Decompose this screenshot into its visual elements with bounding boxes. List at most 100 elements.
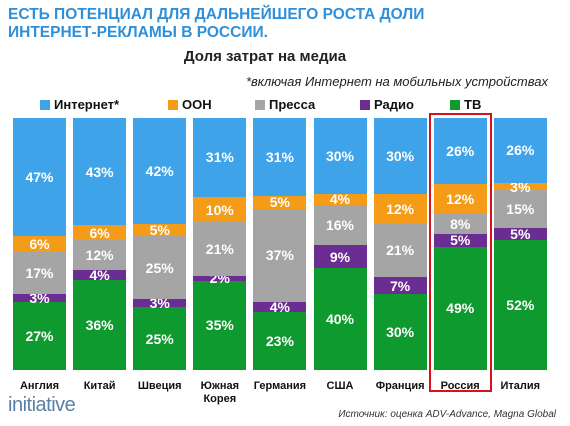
bar-segment	[13, 251, 66, 295]
data-label: 5%	[269, 194, 290, 211]
bar-segment	[133, 223, 187, 237]
legend-swatch	[450, 100, 460, 110]
legend-label: Интернет*	[54, 97, 120, 112]
bar-segment	[133, 307, 187, 370]
data-label: 36%	[85, 317, 114, 334]
data-label: 10%	[205, 201, 234, 218]
data-label: 47%	[25, 169, 54, 186]
data-label: 7%	[389, 277, 411, 294]
bar-segment	[253, 196, 307, 209]
x-tick-label: Южная Корея	[200, 380, 240, 405]
data-label: 5%	[510, 226, 531, 243]
chart-title: ЕСТЬ ПОТЕНЦИАЛ ДЛЯ ДАЛЬНЕЙШЕГО РОСТА ДОЛ…	[8, 6, 425, 23]
data-label: 5%	[450, 232, 471, 249]
data-label: 15%	[506, 201, 535, 218]
x-tick-label: Франция	[375, 380, 425, 392]
data-label: 42%	[145, 162, 174, 179]
bar-segment	[493, 190, 547, 228]
data-label: 31%	[265, 149, 294, 166]
bar-segment	[13, 294, 66, 302]
bar-segment	[13, 236, 66, 252]
data-label: 12%	[446, 190, 475, 207]
legend-label: ТВ	[464, 97, 482, 112]
data-label: 12%	[386, 200, 415, 217]
bar-segment	[433, 246, 487, 370]
bar-segment	[493, 182, 547, 191]
bar-segment	[73, 280, 127, 370]
data-label: 4%	[329, 191, 351, 208]
legend-swatch	[168, 100, 178, 110]
bar-segment	[313, 204, 367, 246]
data-label: 43%	[85, 163, 114, 180]
bar-segment	[13, 301, 66, 370]
bar-segment	[313, 194, 367, 205]
x-tick-label: Англия	[19, 380, 60, 392]
bar-segment	[493, 118, 547, 183]
bar-segment	[253, 312, 307, 370]
data-label: 40%	[325, 311, 355, 328]
data-label: 4%	[89, 267, 110, 284]
data-label: 21%	[386, 242, 415, 259]
x-tick-label: США	[326, 380, 354, 392]
bar-segment	[493, 240, 547, 370]
bar-segment	[73, 118, 127, 226]
data-label: 4%	[269, 299, 290, 315]
data-label: 17%	[25, 264, 54, 281]
x-tick-label: Швеция	[137, 380, 182, 392]
x-tick-label: Италия	[500, 380, 541, 392]
bar-segment	[73, 240, 127, 271]
data-label: 5%	[149, 222, 170, 239]
bar-segment	[193, 222, 247, 276]
x-tick-label: Россия	[440, 380, 480, 392]
x-tick-label: Китай	[83, 380, 116, 392]
data-label: 49%	[446, 300, 475, 317]
bar-segment	[373, 294, 427, 370]
bar-segment	[433, 118, 487, 184]
chart-title: ИНТЕРНЕТ-РЕКЛАМЫ В РОССИИ.	[8, 24, 268, 41]
bar-segment	[133, 236, 187, 300]
bar-segment	[253, 208, 307, 302]
bar-segment	[133, 299, 187, 307]
bar-segment	[373, 193, 427, 224]
data-label: 30%	[386, 324, 415, 341]
data-label: 26%	[506, 142, 535, 159]
bar-segment	[313, 118, 367, 195]
x-tick-label: Германия	[253, 380, 307, 392]
bar-segment	[193, 196, 247, 223]
bar-segment	[313, 268, 367, 370]
bar-segment	[373, 276, 427, 295]
bar-segment	[133, 118, 187, 224]
data-label: 6%	[29, 236, 50, 252]
bar-segment	[73, 225, 127, 241]
chart-subtitle: Доля затрат на медиа	[183, 48, 347, 65]
bar-segment	[373, 223, 427, 277]
bar-segment	[193, 280, 247, 370]
data-label: 26%	[446, 142, 475, 159]
bar-segment	[373, 118, 427, 194]
bar-segment	[313, 245, 367, 269]
bar-segment	[253, 118, 307, 197]
data-label: 25%	[145, 259, 174, 276]
bar-segment	[433, 183, 487, 214]
bar-segment	[13, 118, 66, 237]
source: Источник: оценка ADV-Advance, Magna Glob…	[338, 409, 556, 420]
bar-segment	[193, 118, 247, 197]
highlight-box	[428, 113, 492, 392]
bar-segment	[433, 233, 487, 247]
legend-swatch	[40, 100, 50, 110]
legend-label: Пресса	[269, 97, 316, 112]
bar-segment	[73, 270, 127, 281]
data-label: 35%	[205, 317, 234, 334]
data-label: 23%	[265, 333, 294, 350]
data-label: 52%	[506, 297, 535, 314]
data-label: 27%	[25, 327, 54, 344]
data-label: 8%	[450, 215, 471, 232]
bar-segment	[433, 213, 487, 234]
bar-segment	[493, 227, 547, 241]
data-label: 25%	[145, 330, 174, 347]
chart-note: *включая Интернет на мобильных устройств…	[245, 74, 548, 89]
logo: initiative	[8, 394, 76, 416]
data-label: 12%	[85, 247, 114, 264]
legend-label: ООН	[182, 97, 212, 112]
